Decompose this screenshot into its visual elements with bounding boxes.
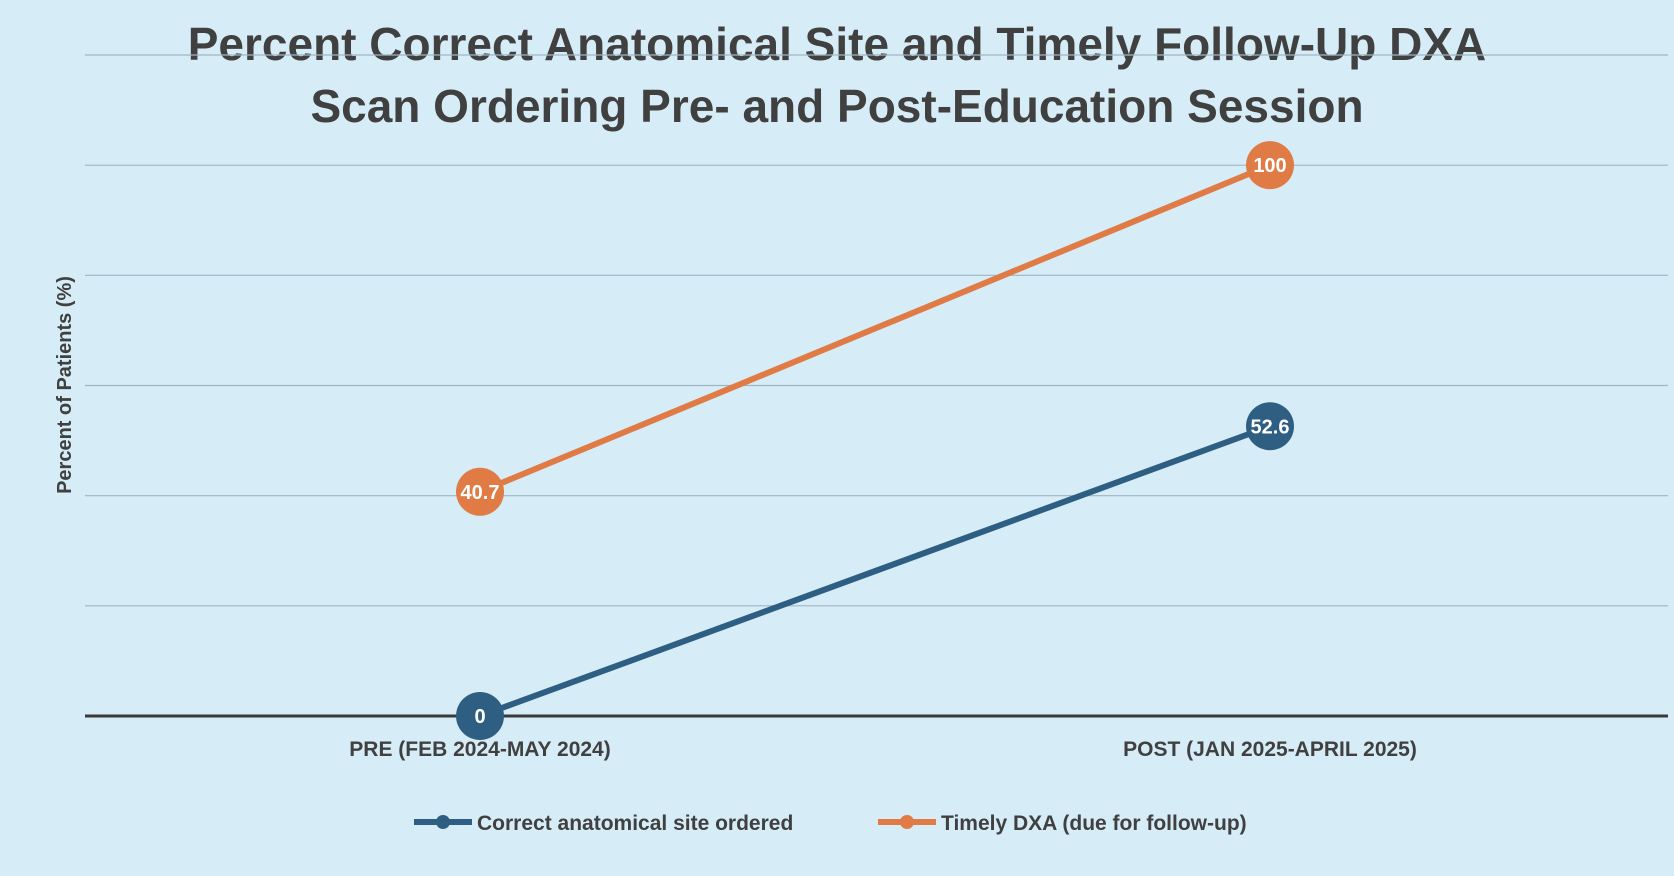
legend-item-correct-site: Correct anatomical site ordered <box>414 812 793 835</box>
data-label: 52.6 <box>1251 416 1290 438</box>
data-point-marker <box>1246 402 1294 451</box>
series-line-2 <box>477 162 1273 495</box>
gridlines <box>85 54 1668 718</box>
chart-title-line-1: Percent Correct Anatomical Site and Time… <box>188 18 1487 70</box>
legend-marker-timely-dxa <box>900 815 914 829</box>
series-line-1 <box>477 423 1273 719</box>
legend-marker-correct-site <box>436 815 450 829</box>
chart-title-line-2: Scan Ordering Pre- and Post-Education Se… <box>310 80 1363 132</box>
legend: Correct anatomical site ordered Timely D… <box>414 812 1247 835</box>
data-point-marker <box>456 467 504 516</box>
data-label: 40.7 <box>461 482 500 504</box>
legend-label-timely-dxa: Timely DXA (due for follow-up) <box>941 812 1247 835</box>
series-1: 052.6 <box>456 402 1294 740</box>
x-tick-label-post: POST (JAN 2025-APRIL 2025) <box>1123 738 1417 761</box>
data-point-marker <box>456 692 504 740</box>
legend-label-correct-site: Correct anatomical site ordered <box>477 812 793 835</box>
y-axis-label: Percent of Patients (%) <box>54 276 76 494</box>
data-label: 0 <box>474 706 485 728</box>
series-2: 40.7 100 <box>456 141 1294 516</box>
x-tick-label-pre: PRE (FEB 2024-MAY 2024) <box>349 738 610 761</box>
data-label: 100 <box>1253 155 1286 177</box>
data-point-marker <box>1246 141 1294 190</box>
legend-item-timely-dxa: Timely DXA (due for follow-up) <box>878 812 1247 835</box>
